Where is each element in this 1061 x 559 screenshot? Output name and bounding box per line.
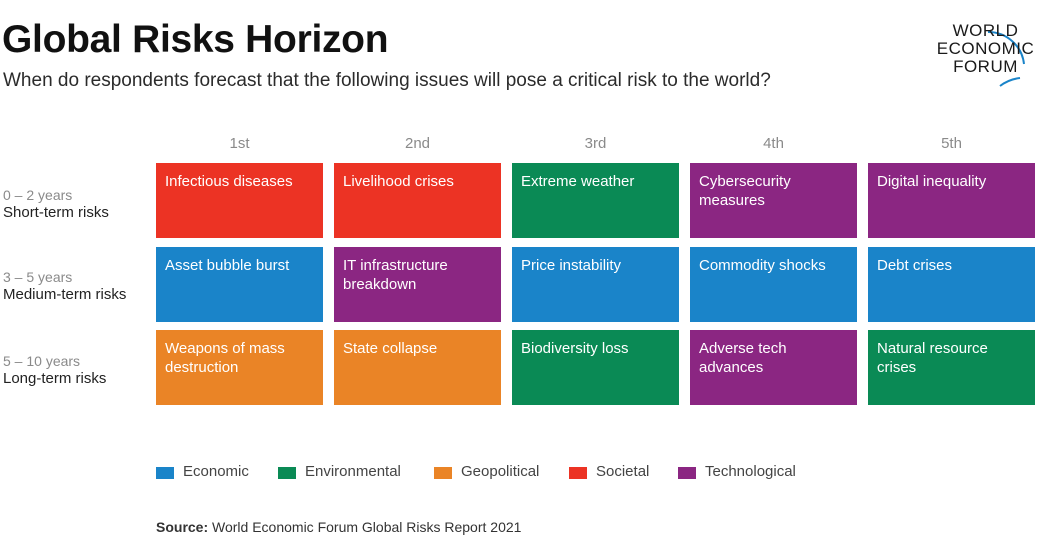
logo-arc-icon: [987, 30, 1025, 87]
logo-text-world: WORLD: [952, 21, 1019, 40]
risk-cell: Biodiversity loss: [512, 330, 679, 405]
risk-cell: Infectious diseases: [156, 163, 323, 238]
row-label: 5 – 10 years Long-term risks: [3, 352, 153, 388]
wef-logo: WORLD ECONOMIC FORUM: [928, 20, 1043, 90]
row-range: 5 – 10 years: [3, 353, 81, 369]
source-text: World Economic Forum Global Risks Report…: [208, 519, 522, 535]
risk-cell: Natural resource crises: [868, 330, 1035, 405]
risk-cell: Weapons of mass destruction: [156, 330, 323, 405]
legend-label: Geopolitical: [461, 463, 540, 480]
risk-cell: IT infrastructure breakdown: [334, 247, 501, 322]
row-name: Short-term risks: [3, 204, 109, 221]
risk-cell: Digital inequality: [868, 163, 1035, 238]
row-name: Medium-term risks: [3, 286, 127, 303]
row-range: 0 – 2 years: [3, 187, 73, 203]
legend-swatch: [434, 467, 452, 479]
legend-swatch: [569, 467, 587, 479]
chart-subtitle: When do respondents forecast that the fo…: [3, 70, 771, 91]
source-note: Source: World Economic Forum Global Risk…: [156, 519, 521, 535]
risk-cell: Adverse tech advances: [690, 330, 857, 405]
legend-swatch: [278, 467, 296, 479]
risk-cell: Debt crises: [868, 247, 1035, 322]
column-header: 4th: [763, 135, 784, 152]
chart-title: Global Risks Horizon: [2, 18, 389, 61]
risk-cell: Asset bubble burst: [156, 247, 323, 322]
risk-cell: State collapse: [334, 330, 501, 405]
risk-cell: Commodity shocks: [690, 247, 857, 322]
legend-swatch: [156, 467, 174, 479]
column-header: 3rd: [584, 135, 607, 152]
logo-text-forum: FORUM: [953, 57, 1018, 76]
source-label: Source:: [156, 519, 209, 535]
row-range: 3 – 5 years: [3, 269, 73, 285]
column-header: 2nd: [404, 135, 431, 152]
legend-swatch: [678, 467, 696, 479]
legend-label: Economic: [183, 463, 249, 480]
risk-cell: Livelihood crises: [334, 163, 501, 238]
risk-cell: Price instability: [512, 247, 679, 322]
legend-label: Technological: [705, 463, 796, 480]
column-header: 1st: [229, 135, 250, 152]
row-label: 3 – 5 years Medium-term risks: [3, 268, 153, 304]
column-header: 5th: [941, 135, 962, 152]
legend-label: Environmental: [305, 463, 401, 480]
row-name: Long-term risks: [3, 370, 107, 387]
row-label: 0 – 2 years Short-term risks: [3, 186, 153, 222]
risk-cell: Extreme weather: [512, 163, 679, 238]
logo-text-economic: ECONOMIC: [936, 39, 1035, 58]
risk-cell: Cybersecurity measures: [690, 163, 857, 238]
legend-label: Societal: [596, 463, 650, 480]
